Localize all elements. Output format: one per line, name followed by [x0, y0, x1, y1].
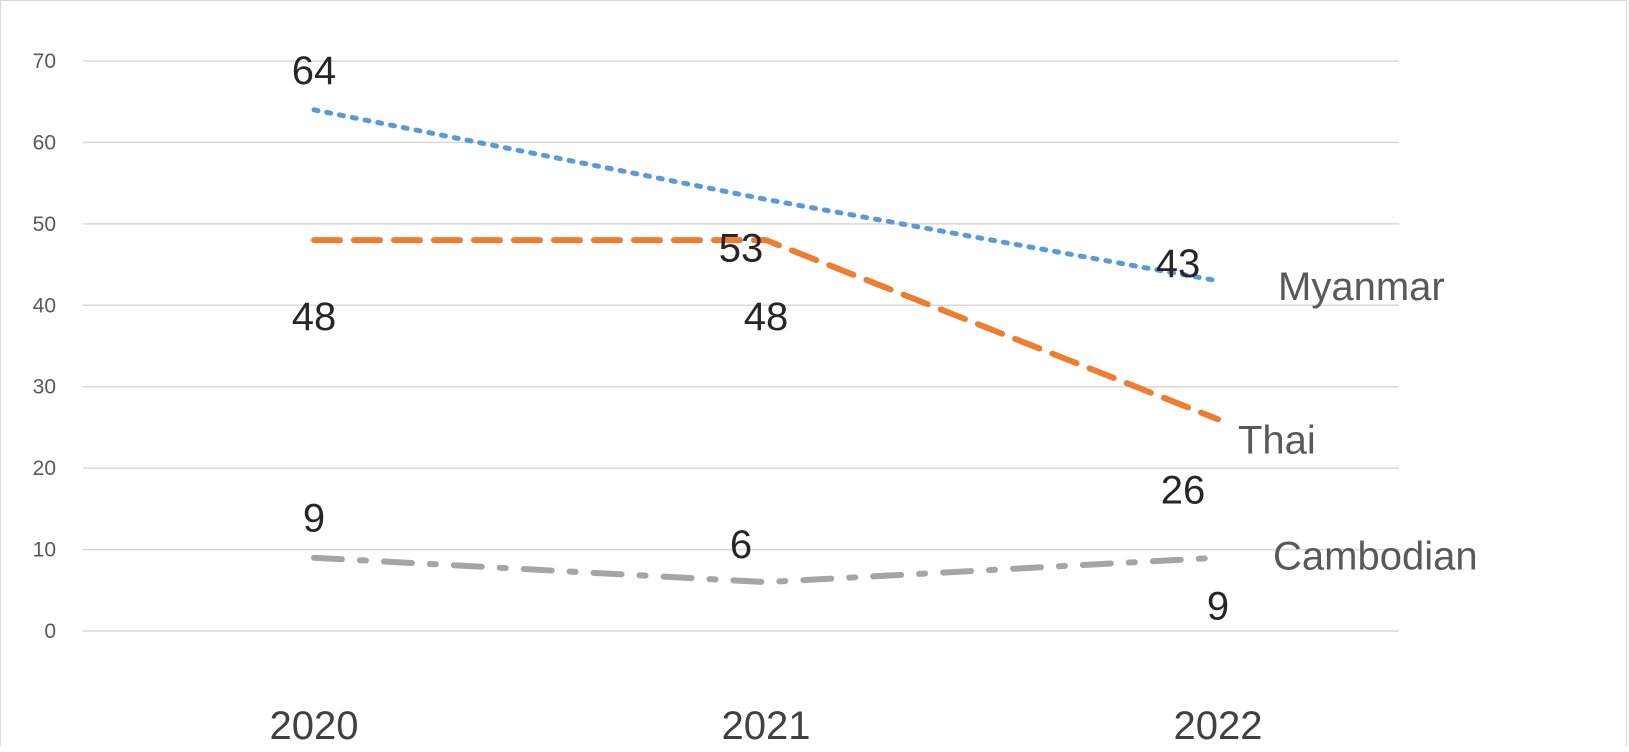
series-lines [311, 107, 1221, 586]
data-label: 48 [744, 295, 789, 339]
data-labels: 64 53 43 48 48 26 9 6 9 [292, 49, 1229, 629]
y-tick-label: 20 [33, 457, 56, 480]
gridlines [83, 60, 1399, 632]
data-label: 48 [292, 295, 337, 339]
y-tick-label: 30 [33, 376, 56, 399]
y-tick-label: 0 [44, 620, 56, 643]
y-tick-label: 50 [33, 213, 56, 236]
data-label: 6 [730, 523, 752, 567]
y-axis-ticks: 0 10 20 30 40 50 60 70 [33, 50, 56, 643]
series-name-label: Thai [1238, 418, 1316, 462]
y-tick-label: 40 [33, 294, 56, 317]
data-label: 53 [719, 226, 764, 270]
series-line-thai [311, 237, 1221, 423]
series-line-cambodian [311, 554, 1221, 586]
data-label: 26 [1161, 468, 1206, 512]
x-tick-label: 2020 [270, 704, 359, 747]
y-tick-label: 10 [33, 539, 56, 562]
series-line-myanmar [311, 107, 1221, 284]
data-label: 9 [303, 497, 325, 541]
series-labels: Myanmar Thai Cambodian [1238, 265, 1478, 579]
data-label: 9 [1207, 585, 1229, 629]
x-tick-label: 2022 [1174, 704, 1263, 747]
series-name-label: Myanmar [1278, 265, 1445, 309]
y-tick-label: 70 [33, 50, 56, 73]
y-tick-label: 60 [33, 131, 56, 154]
data-label: 43 [1156, 242, 1201, 286]
x-axis-ticks: 2020 2021 2022 [270, 704, 1263, 748]
series-name-label: Cambodian [1273, 535, 1478, 579]
x-tick-label: 2021 [722, 704, 811, 747]
data-label: 64 [292, 49, 337, 93]
